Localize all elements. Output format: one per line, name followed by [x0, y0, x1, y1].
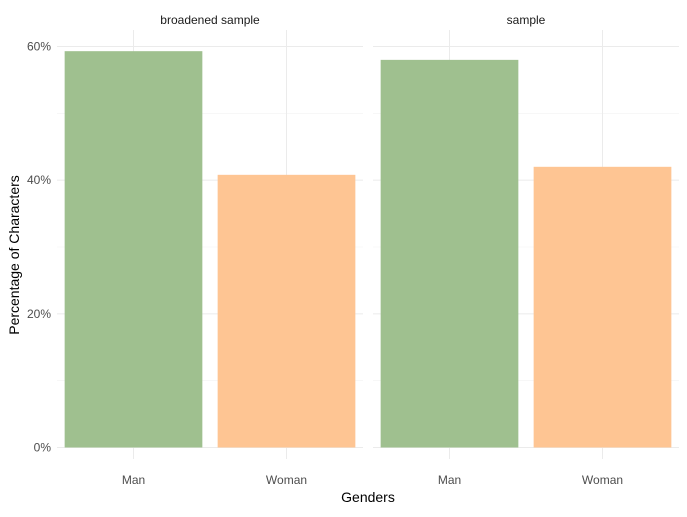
bar-man	[64, 51, 203, 448]
y-tick-label: 0%	[34, 441, 52, 455]
x-tick-label: Man	[122, 473, 145, 487]
bar-woman	[533, 166, 672, 448]
x-tick-label: Man	[438, 473, 461, 487]
bar-man	[380, 59, 519, 448]
x-axis-title: Genders	[341, 489, 395, 505]
y-axis-title: Percentage of Characters	[6, 175, 22, 335]
facet-strip-label: sample	[507, 13, 546, 27]
x-tick-label: Woman	[582, 473, 623, 487]
bar-woman	[217, 174, 356, 448]
facet-strip-label: broadened sample	[160, 13, 260, 27]
y-tick-label: 40%	[27, 173, 51, 187]
y-tick-label: 20%	[27, 307, 51, 321]
y-tick-label: 60%	[27, 40, 51, 54]
x-tick-label: Woman	[266, 473, 307, 487]
